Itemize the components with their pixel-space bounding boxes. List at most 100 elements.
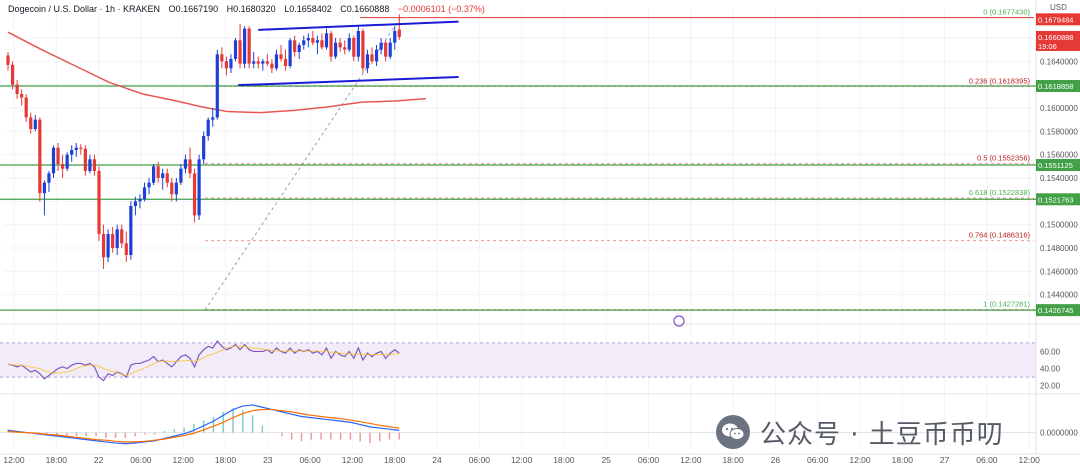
- candle-body: [388, 42, 392, 57]
- candle-body: [170, 182, 174, 195]
- candle-body: [370, 54, 374, 62]
- candle-body: [243, 28, 247, 64]
- candle-body: [197, 159, 201, 216]
- candle-body: [320, 40, 324, 48]
- candle-body: [356, 31, 360, 57]
- fib-level-label: 0.5 (0.1552356): [977, 154, 1030, 163]
- price-tick-label: 0.1580000: [1040, 127, 1078, 136]
- candle-body: [183, 159, 188, 169]
- candle-body: [42, 182, 46, 194]
- candle-body: [215, 54, 219, 118]
- candle-body: [92, 159, 97, 171]
- support-price-badge: [1036, 304, 1080, 317]
- candle-body: [311, 38, 315, 43]
- x-tick-label: 12:00: [680, 455, 702, 465]
- candle-body: [70, 150, 74, 155]
- symbol-label: Dogecoin / U.S. Dollar · 1h · KRAKEN: [8, 4, 161, 14]
- candle-body: [315, 40, 319, 43]
- x-tick-label: 12:00: [849, 455, 871, 465]
- candle-body: [188, 159, 192, 174]
- x-tick-label: 12:00: [511, 455, 533, 465]
- candle-body: [20, 94, 24, 98]
- rsi-ma-line: [7, 345, 400, 377]
- candle-body: [10, 64, 15, 85]
- candle-body: [283, 59, 288, 66]
- candle-body: [270, 63, 274, 69]
- candle-body: [174, 182, 178, 195]
- price-badge: [1036, 13, 1080, 26]
- macd-line: [7, 404, 400, 445]
- x-tick-label: 26: [771, 455, 781, 465]
- fib-level-label: 0.236 (0.1618395): [969, 77, 1031, 86]
- candle-body: [179, 168, 183, 183]
- x-tick-label: 06:00: [807, 455, 829, 465]
- support-price-label: 0.1618858: [1038, 82, 1073, 91]
- candle-body: [97, 171, 101, 234]
- x-tick-label: 23: [263, 455, 273, 465]
- candle-body: [329, 33, 333, 57]
- support-price-badge: [1036, 193, 1080, 206]
- support-price-label: 0.1521763: [1038, 195, 1073, 204]
- candle-body: [124, 243, 128, 255]
- price-tick-label: 0.1500000: [1040, 221, 1078, 230]
- candle-body: [83, 148, 87, 171]
- fib-level-label: 0.764 (0.1486316): [969, 231, 1031, 240]
- candle-body: [115, 229, 119, 248]
- candle-body: [133, 201, 137, 206]
- fib-level-label: 0.618 (0.1522838): [969, 188, 1031, 197]
- candle-body: [74, 147, 78, 150]
- candle-body: [397, 29, 401, 37]
- candle-body: [365, 54, 370, 69]
- candle-body: [393, 31, 397, 43]
- low-value: L0.1658402: [284, 4, 332, 14]
- candle-body: [142, 187, 147, 199]
- price-tick-label: 0.1640000: [1040, 57, 1078, 66]
- moving-average-line: [7, 31, 426, 114]
- x-tick-label: 06:00: [299, 455, 321, 465]
- candle-body: [343, 47, 347, 50]
- candle-body: [274, 54, 279, 69]
- price-badge-countdown: 19:06: [1038, 42, 1057, 51]
- chart-legend: Dogecoin / U.S. Dollar · 1h · KRAKEN O0.…: [8, 4, 485, 14]
- candle-body: [306, 38, 310, 41]
- candle-body: [15, 84, 19, 94]
- candle-body: [279, 54, 283, 59]
- x-tick-label: 12:00: [3, 455, 25, 465]
- candle-body: [379, 42, 383, 50]
- watermark: 公众号 · 土豆币币叨: [716, 412, 1072, 452]
- support-price-label: 0.1426745: [1038, 306, 1073, 315]
- candle-body: [297, 45, 301, 52]
- x-tick-label: 18:00: [553, 455, 575, 465]
- price-badge: [1036, 30, 1080, 51]
- rsi-band: [0, 342, 1036, 378]
- support-price-badge: [1036, 79, 1080, 92]
- candle-body: [106, 234, 110, 258]
- candle-body: [293, 40, 297, 52]
- candle-body: [338, 42, 342, 48]
- candle-body: [233, 40, 238, 59]
- candle-body: [211, 117, 215, 120]
- candle-body: [265, 61, 269, 64]
- price-tick-label: 0.1540000: [1040, 174, 1078, 183]
- candle-body: [302, 40, 306, 45]
- candle-body: [111, 234, 115, 248]
- candle-body: [352, 38, 356, 57]
- candle-body: [147, 182, 151, 188]
- x-tick-label: 06:00: [130, 455, 152, 465]
- price-badge-label: 0.1660888: [1038, 33, 1073, 42]
- candle-body: [165, 173, 169, 183]
- candle-body: [156, 166, 160, 178]
- candle-body: [192, 173, 197, 216]
- price-tick-label: 0.1600000: [1040, 104, 1078, 113]
- replay-icon: [673, 315, 685, 327]
- x-tick-label: 18:00: [215, 455, 237, 465]
- currency-label: USD: [1050, 3, 1067, 12]
- candle-body: [374, 49, 379, 62]
- price-tick-label: 0.1560000: [1040, 151, 1078, 160]
- candle-body: [120, 229, 124, 244]
- candle-body: [261, 61, 265, 64]
- candle-body: [238, 40, 242, 64]
- candle-body: [347, 38, 351, 50]
